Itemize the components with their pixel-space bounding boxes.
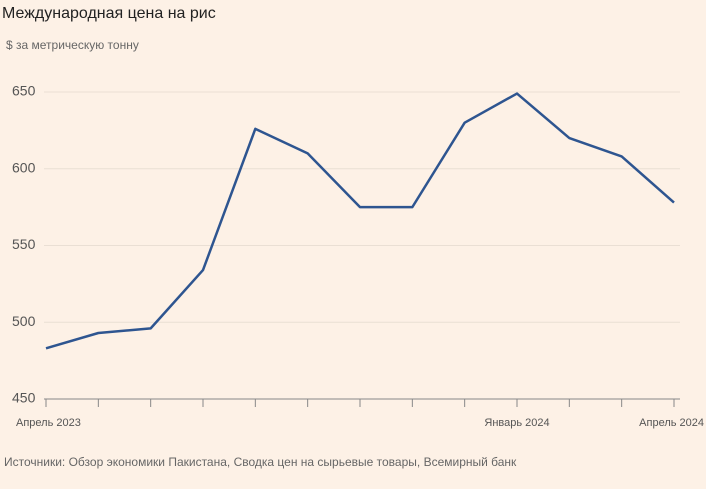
y-tick-label: 550: [12, 236, 36, 252]
source: Источники: Обзор экономики Пакистана, Св…: [4, 455, 517, 469]
y-axis-label: $ за метрическую тонну: [6, 38, 139, 52]
x-tick-label: Апрель 2024: [639, 417, 704, 429]
y-tick-label: 600: [12, 159, 36, 175]
x-tick-label: Январь 2024: [484, 417, 549, 429]
y-tick-label: 650: [12, 83, 36, 99]
line: [45, 92, 675, 350]
y-tick-label: 500: [12, 313, 36, 329]
x-tick-label: Апрель 2023: [16, 417, 81, 429]
y-tick-label: 450: [12, 390, 36, 406]
chart-title: Международная цена на рис: [2, 5, 216, 22]
